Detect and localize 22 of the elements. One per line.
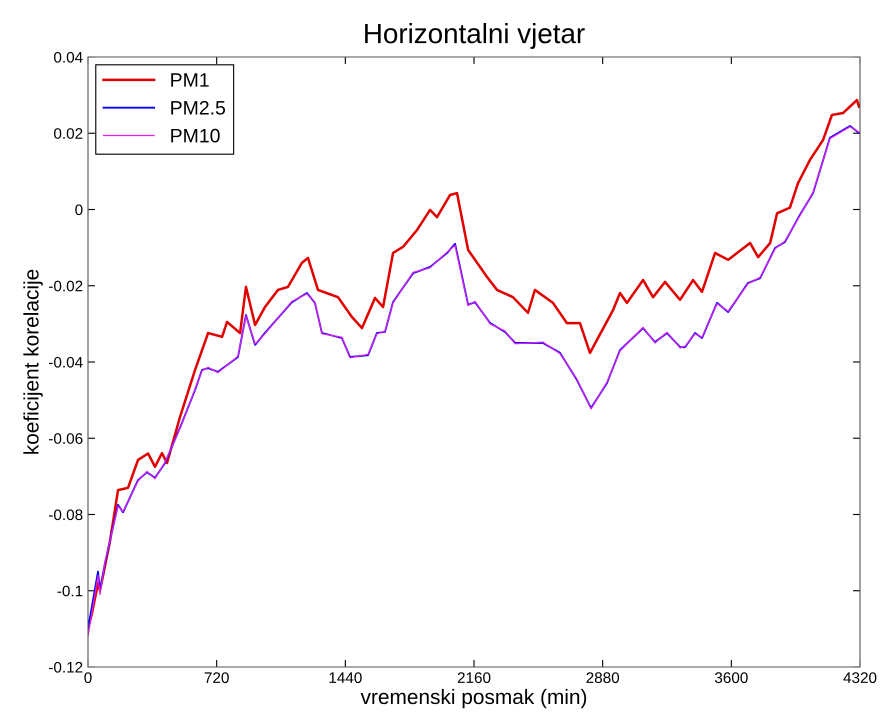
x-tick-label: 2160 [458, 672, 490, 684]
x-tick-label: 3600 [714, 672, 748, 684]
y-tick-label: -0.04 [49, 356, 83, 368]
legend-label: PM1 [171, 73, 209, 87]
x-tick-label: 0 [84, 672, 92, 684]
y-tick-label: 0 [75, 204, 83, 216]
legend-label: PM2.5 [171, 100, 226, 115]
y-tick-label: -0.12 [49, 662, 82, 673]
y-tick-label: -0.06 [49, 433, 82, 444]
y-axis-title: koeficijent korelacije [23, 270, 43, 454]
x-tick-label: 1440 [330, 672, 362, 684]
x-tick-label: 2880 [586, 672, 620, 684]
x-tick-label: 4320 [843, 672, 876, 684]
y-tick-label: -0.08 [49, 509, 82, 520]
legend-label: PM10 [171, 128, 220, 143]
y-tick-label: 0.02 [54, 128, 82, 139]
y-tick-label: -0.02 [49, 280, 82, 292]
y-tick-label: -0.1 [57, 586, 82, 596]
y-tick-label: 0.04 [54, 52, 83, 63]
chart-title: Horizontalni vjetar [365, 22, 585, 49]
x-tick-label: 720 [204, 672, 229, 684]
x-axis-title: vremenski posmak (min) [360, 688, 586, 708]
